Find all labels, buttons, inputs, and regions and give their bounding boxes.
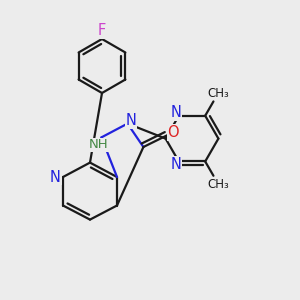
Text: CH₃: CH₃ [207,178,229,190]
Text: F: F [98,23,106,38]
Text: NH: NH [88,138,108,152]
Text: O: O [167,125,179,140]
Text: N: N [126,113,136,128]
Text: N: N [170,105,181,120]
Text: CH₃: CH₃ [207,87,229,100]
Text: N: N [170,157,181,172]
Text: N: N [50,169,61,184]
